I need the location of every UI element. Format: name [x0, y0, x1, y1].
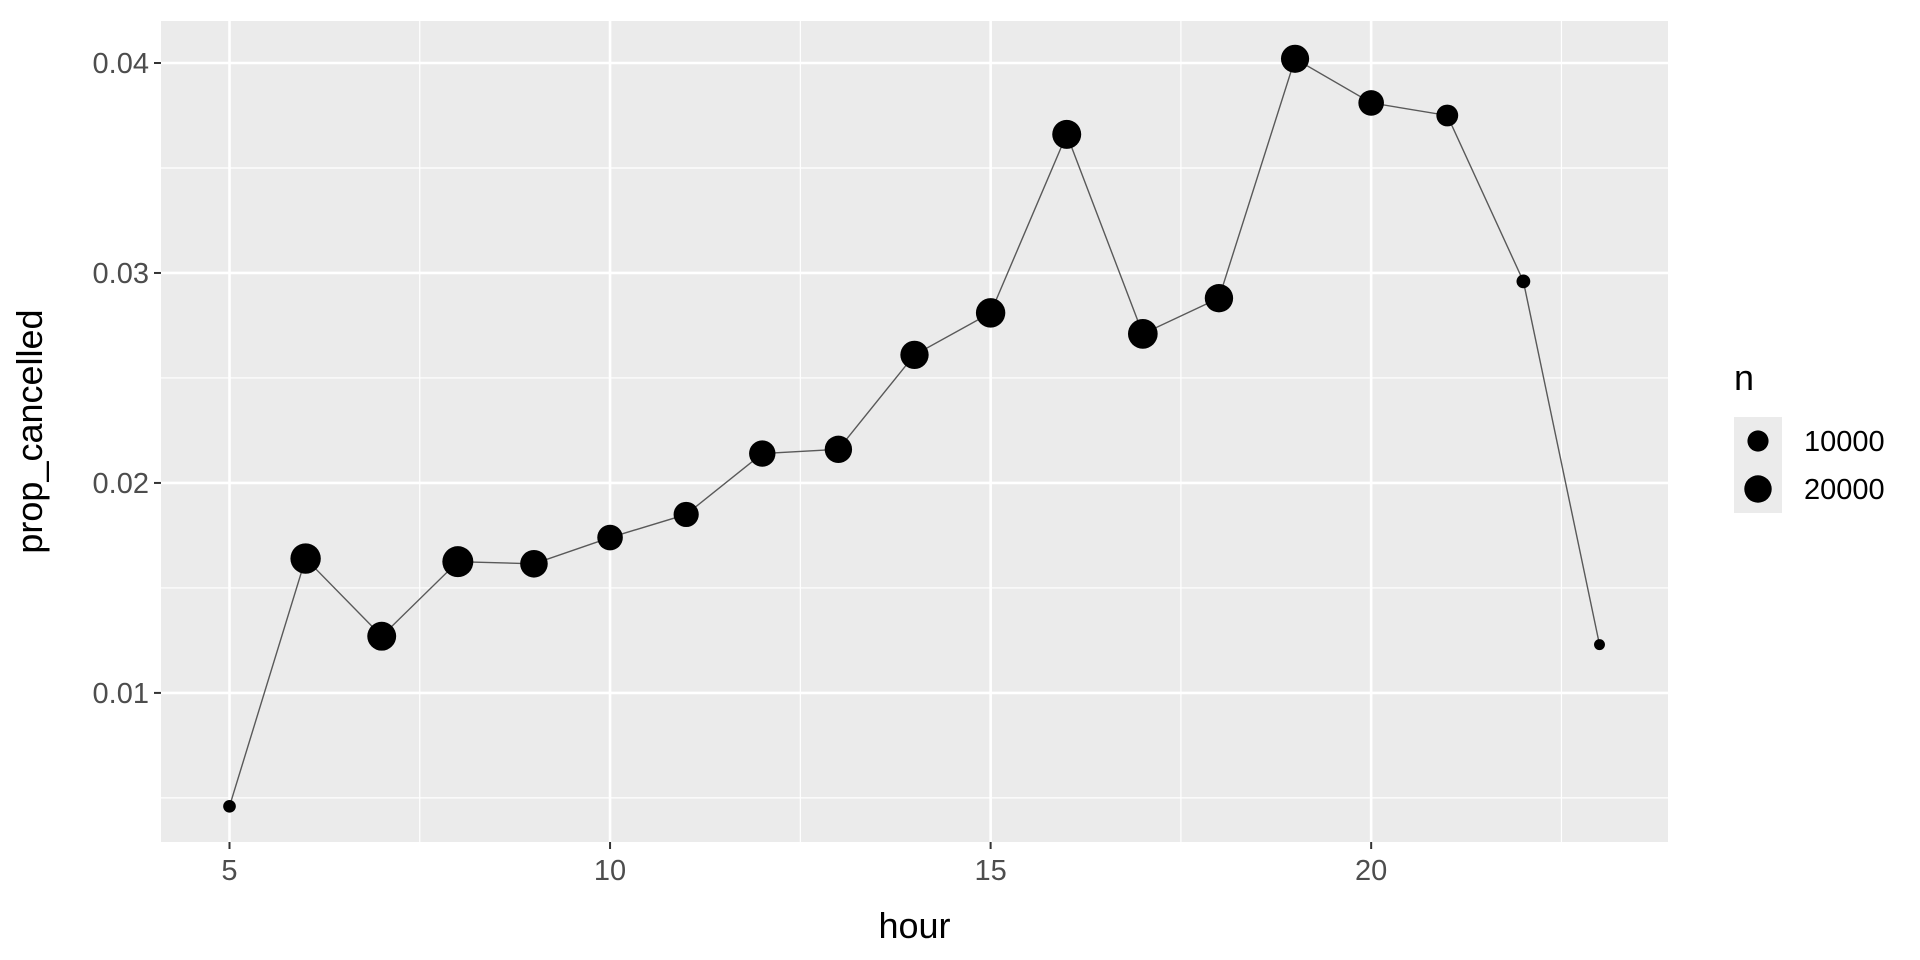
- major-gridlines: [161, 21, 1668, 842]
- y-tick-label: 0.02: [93, 468, 149, 500]
- x-axis: 5 10 15 20: [221, 842, 1387, 887]
- y-tick-label: 0.01: [93, 678, 149, 710]
- legend-entry-label: 20000: [1804, 474, 1885, 506]
- y-tick-label: 0.03: [93, 258, 149, 290]
- plot-panel: [161, 21, 1668, 842]
- x-tick-label: 20: [1355, 855, 1387, 887]
- x-tick-label: 10: [594, 855, 626, 887]
- data-point: [367, 621, 397, 651]
- data-point: [1127, 319, 1158, 349]
- y-tick-label: 0.04: [93, 48, 149, 80]
- series-points-group: [223, 44, 1605, 813]
- data-point: [520, 549, 548, 578]
- data-point: [442, 546, 474, 578]
- data-point: [900, 340, 929, 370]
- data-point: [1516, 274, 1531, 289]
- x-tick-label: 5: [221, 855, 237, 887]
- data-point: [1436, 104, 1459, 127]
- data-point: [1594, 639, 1605, 651]
- data-point: [1204, 283, 1234, 313]
- data-point: [673, 501, 699, 528]
- data-point: [1280, 44, 1310, 73]
- legend-key-point: [1744, 475, 1772, 503]
- y-axis: 0.01 0.02 0.03 0.04: [93, 48, 161, 710]
- data-point: [290, 543, 321, 574]
- data-point: [1358, 90, 1384, 116]
- legend-entries: 10000 20000: [1744, 426, 1885, 506]
- size-legend: n 10000 20000: [1734, 357, 1885, 513]
- data-point: [824, 435, 853, 464]
- minor-gridlines: [161, 21, 1668, 842]
- data-point: [597, 524, 623, 551]
- x-tick-label: 15: [974, 855, 1006, 887]
- x-axis-title: hour: [878, 905, 950, 946]
- legend-entry-label: 10000: [1804, 426, 1885, 458]
- data-point: [975, 298, 1006, 328]
- data-point: [1052, 119, 1082, 149]
- legend-title: n: [1734, 357, 1754, 398]
- data-point: [749, 440, 776, 467]
- data-point: [223, 799, 236, 813]
- legend-key-point: [1747, 430, 1769, 452]
- y-axis-title: prop_cancelled: [9, 309, 50, 553]
